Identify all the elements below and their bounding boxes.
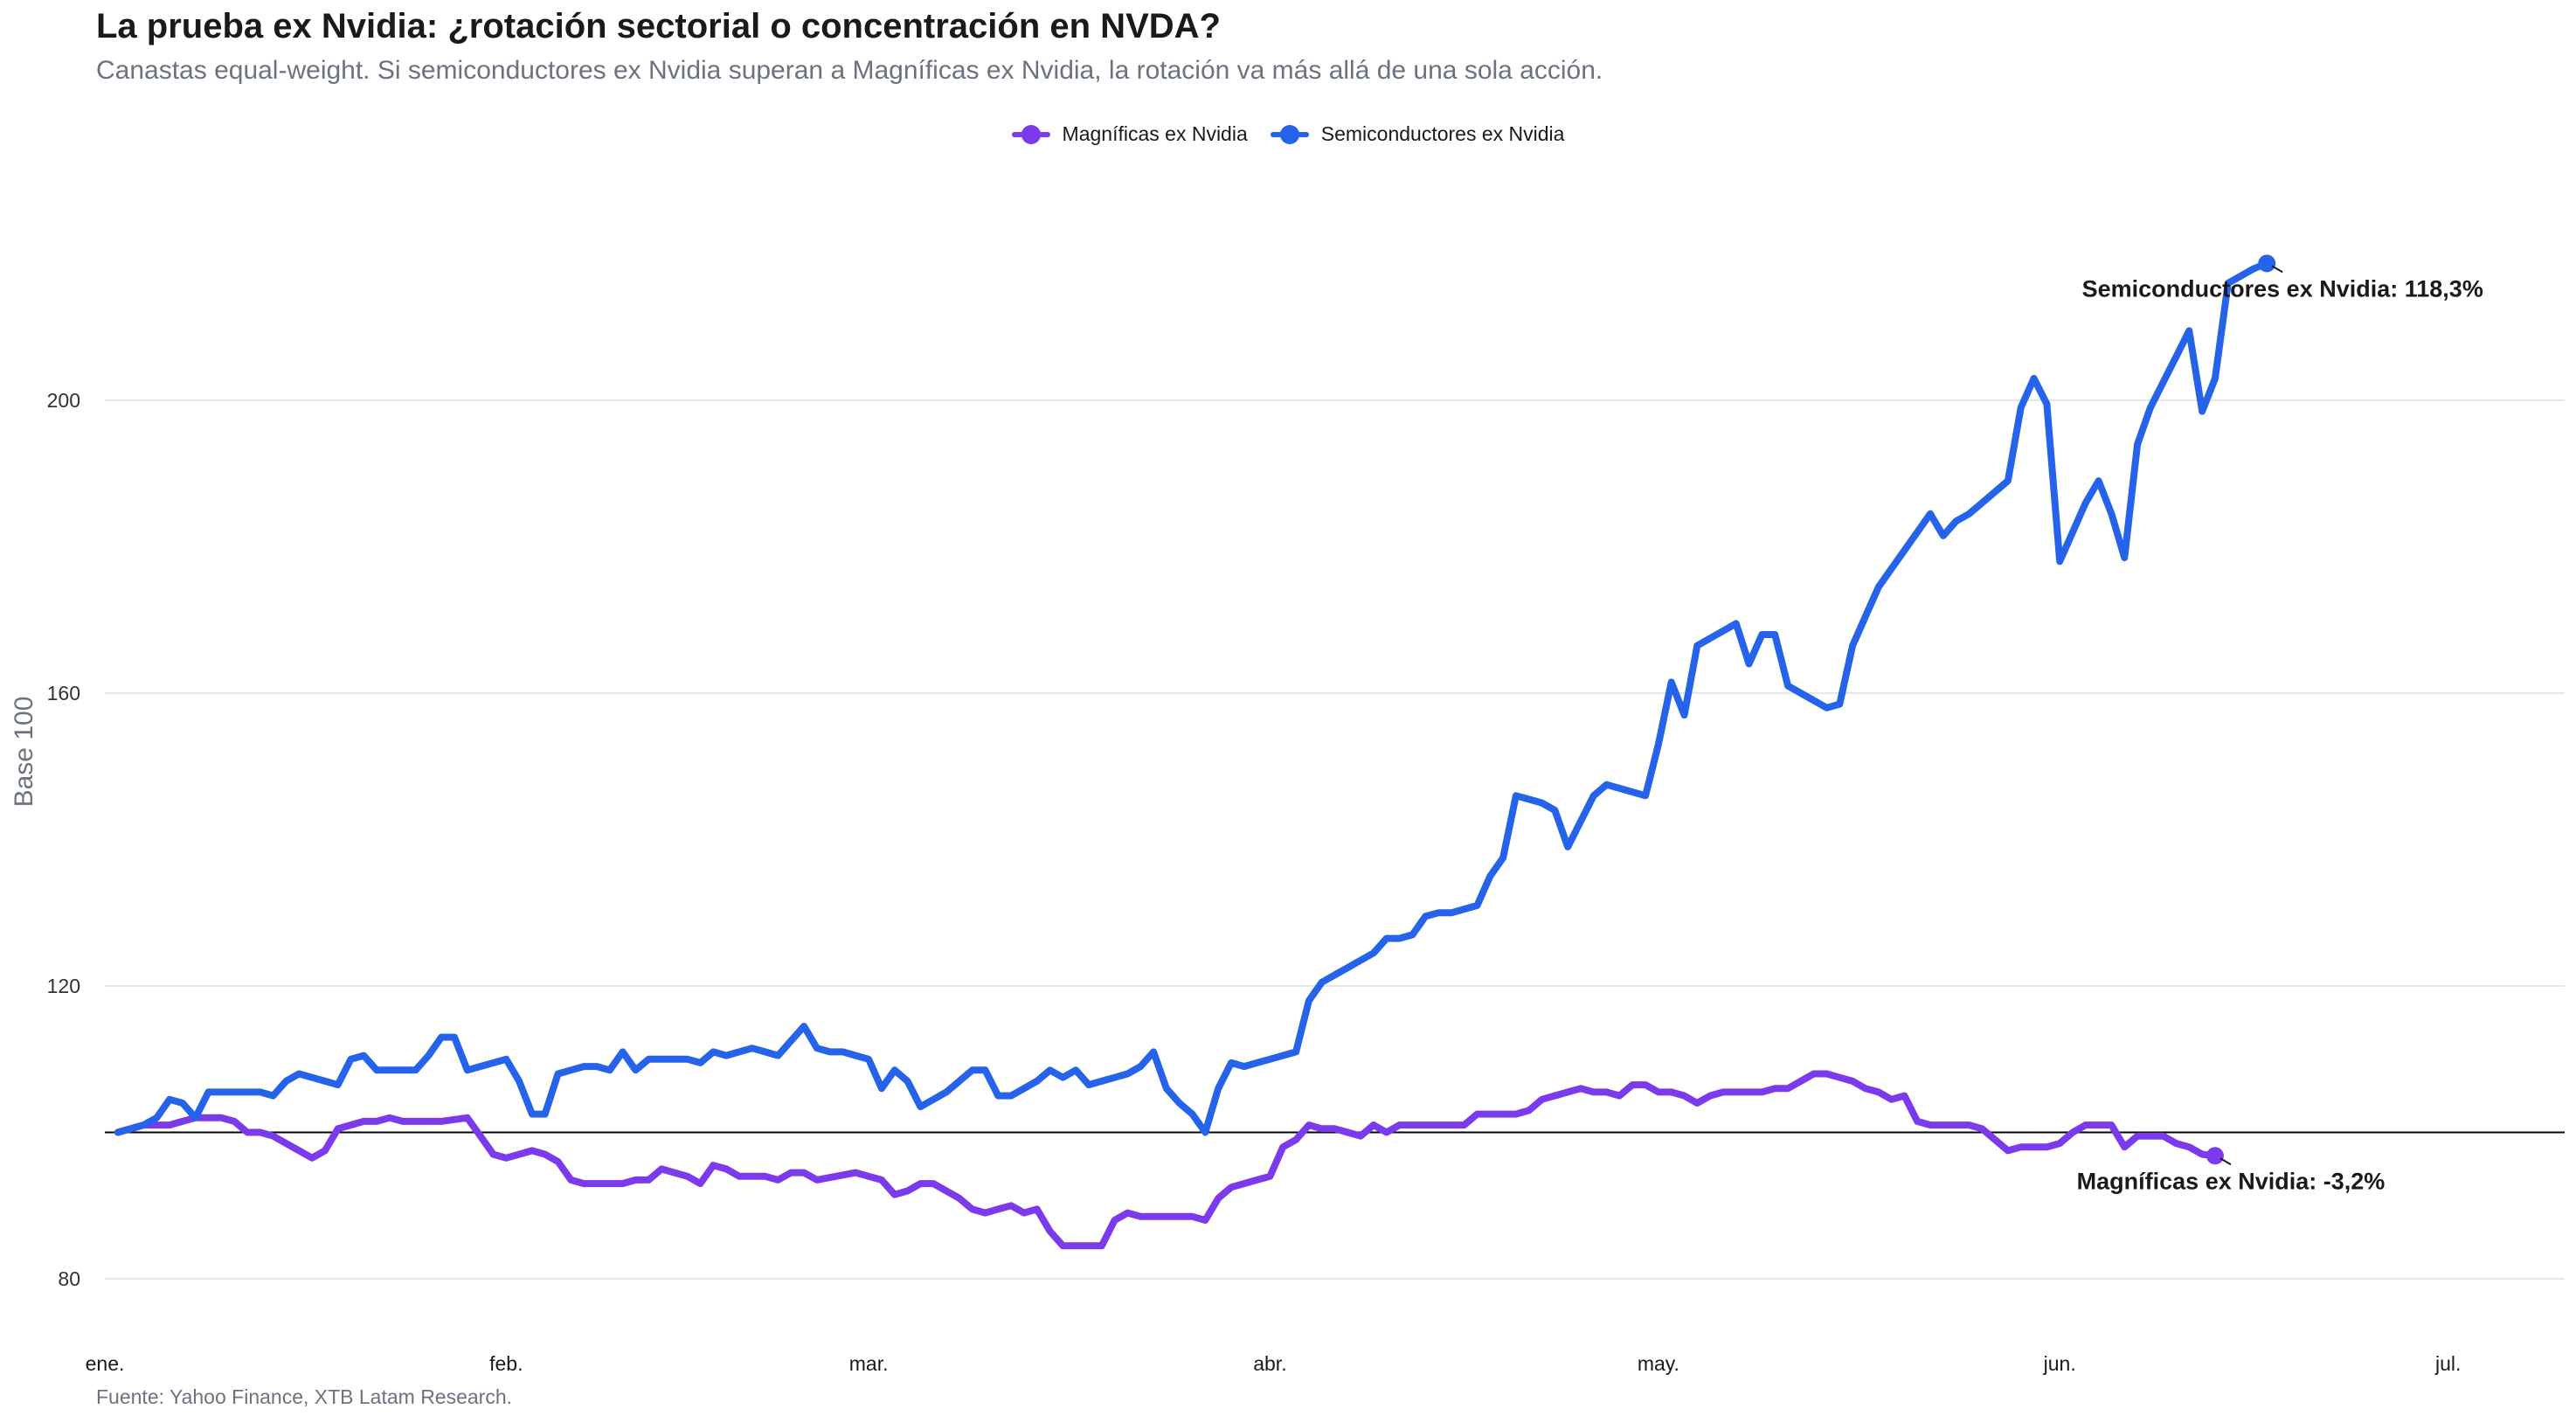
legend: Magníficas ex Nvidia Semiconductores ex … — [0, 122, 2576, 146]
annotation-semis: Semiconductores ex Nvidia: 118,3% — [2082, 275, 2483, 302]
legend-item-semis[interactable]: Semiconductores ex Nvidia — [1270, 122, 1565, 146]
series-line-magnificas — [114, 1070, 2219, 1250]
x-tick-label: mar. — [849, 1352, 889, 1375]
y-axis-label: Base 100 — [10, 697, 38, 808]
legend-label-magnificas: Magníficas ex Nvidia — [1062, 122, 1248, 145]
x-tick-label: may. — [1638, 1352, 1679, 1375]
legend-key-semis — [1270, 124, 1309, 144]
x-tick-label: jul. — [2434, 1352, 2461, 1375]
legend-key-magnificas — [1011, 124, 1050, 144]
annotation-magnificas: Magníficas ex Nvidia: -3,2% — [2077, 1168, 2386, 1194]
series-endpoint-semis — [2258, 254, 2276, 273]
y-tick-label: 80 — [58, 1267, 80, 1290]
y-tick-label: 120 — [47, 975, 80, 997]
annotation-leader-magnificas — [2219, 1157, 2232, 1166]
series-lines — [114, 254, 2276, 1250]
series-endpoint-magnificas — [2206, 1147, 2224, 1165]
x-tick-label: ene. — [86, 1352, 125, 1375]
series-line-semis — [114, 260, 2271, 1136]
x-tick-label: jun. — [2043, 1352, 2076, 1375]
y-tick-label: 160 — [47, 682, 80, 705]
annotation-leader-semis — [2271, 265, 2283, 274]
source-note: Fuente: Yahoo Finance, XTB Latam Researc… — [96, 1385, 513, 1408]
end-annotations: Magníficas ex Nvidia: -3,2% Semiconductor… — [2077, 265, 2483, 1194]
x-tick-label: abr. — [1253, 1352, 1286, 1375]
x-tick-label: feb. — [489, 1352, 523, 1375]
legend-label-semis: Semiconductores ex Nvidia — [1320, 122, 1565, 145]
y-tick-label: 200 — [47, 389, 80, 412]
x-axis-ticks: ene. feb. mar. abr. may. jun. jul. — [86, 1352, 2462, 1375]
legend-item-magnificas[interactable]: Magníficas ex Nvidia — [1011, 122, 1248, 146]
y-axis-ticks: 80 120 160 200 — [47, 389, 80, 1290]
chart-subtitle: Canastas equal-weight. Si semiconductore… — [96, 56, 1603, 85]
chart-title: La prueba ex Nvidia: ¿rotación sectorial… — [96, 7, 1221, 45]
